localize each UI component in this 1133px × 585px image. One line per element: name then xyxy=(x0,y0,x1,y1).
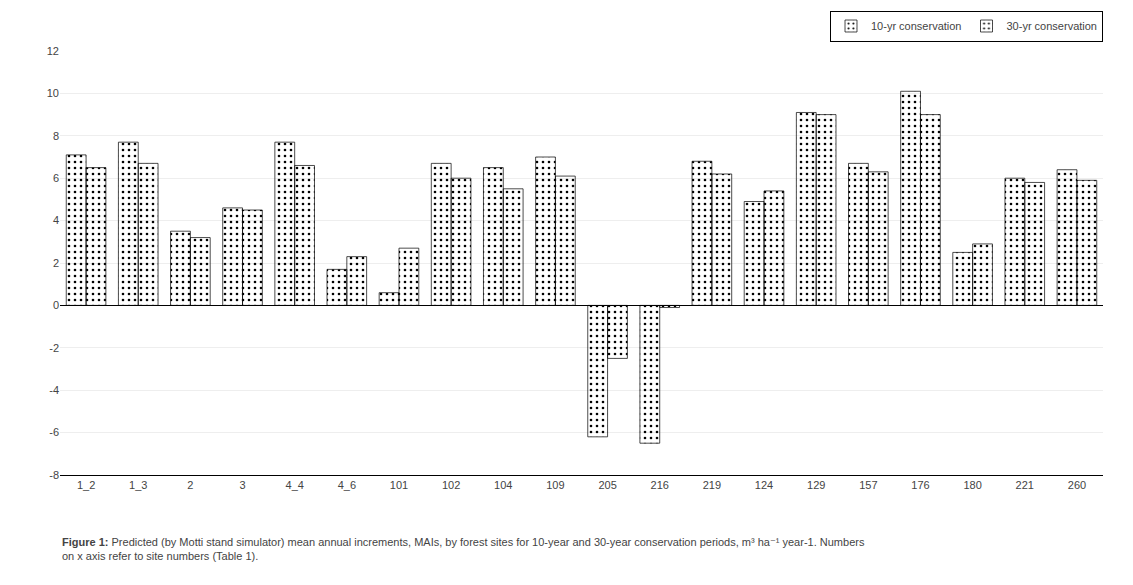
svg-text:0: 0 xyxy=(53,299,59,311)
svg-text:1_3: 1_3 xyxy=(129,479,147,491)
svg-text:157: 157 xyxy=(859,479,877,491)
svg-text:12: 12 xyxy=(47,45,59,57)
svg-text:4_4: 4_4 xyxy=(286,479,304,491)
svg-text:101: 101 xyxy=(390,479,408,491)
svg-text:1_2: 1_2 xyxy=(77,479,95,491)
svg-text:124: 124 xyxy=(755,479,773,491)
svg-text:6: 6 xyxy=(53,172,59,184)
svg-text:176: 176 xyxy=(911,479,929,491)
svg-text:-2: -2 xyxy=(49,342,59,354)
svg-text:10-yr conservation: 10-yr conservation xyxy=(871,20,962,32)
svg-text:104: 104 xyxy=(494,479,512,491)
svg-text:260: 260 xyxy=(1068,479,1086,491)
svg-text:-8: -8 xyxy=(49,469,59,481)
svg-text:4_6: 4_6 xyxy=(338,479,356,491)
svg-text:129: 129 xyxy=(807,479,825,491)
svg-text:-4: -4 xyxy=(49,384,59,396)
svg-text:Figure 1: Predicted (by Motti: Figure 1: Predicted (by Motti stand simu… xyxy=(62,536,865,562)
svg-text:180: 180 xyxy=(963,479,981,491)
svg-text:205: 205 xyxy=(598,479,616,491)
svg-text:4: 4 xyxy=(53,214,59,226)
svg-text:221: 221 xyxy=(1016,479,1034,491)
svg-text:10: 10 xyxy=(47,87,59,99)
svg-text:216: 216 xyxy=(651,479,669,491)
svg-text:30-yr conservation: 30-yr conservation xyxy=(1007,20,1098,32)
svg-text:219: 219 xyxy=(703,479,721,491)
svg-text:2: 2 xyxy=(53,257,59,269)
svg-text:2: 2 xyxy=(187,479,193,491)
svg-text:-6: -6 xyxy=(49,426,59,438)
svg-text:8: 8 xyxy=(53,130,59,142)
svg-text:109: 109 xyxy=(546,479,564,491)
svg-text:3: 3 xyxy=(239,479,245,491)
svg-text:102: 102 xyxy=(442,479,460,491)
